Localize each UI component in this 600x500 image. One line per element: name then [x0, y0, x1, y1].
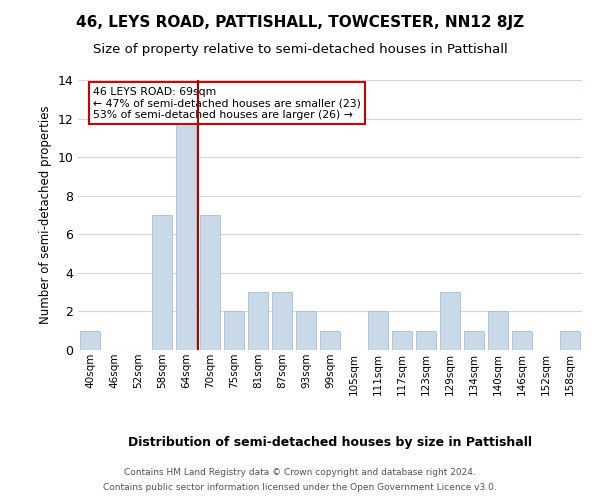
Bar	[320, 330, 340, 350]
Bar	[488, 312, 508, 350]
Text: Distribution of semi-detached houses by size in Pattishall: Distribution of semi-detached houses by …	[128, 436, 532, 449]
Bar	[296, 312, 316, 350]
Text: Contains public sector information licensed under the Open Government Licence v3: Contains public sector information licen…	[103, 483, 497, 492]
Text: 46 LEYS ROAD: 69sqm
← 47% of semi-detached houses are smaller (23)
53% of semi-d: 46 LEYS ROAD: 69sqm ← 47% of semi-detach…	[93, 87, 361, 120]
Bar	[80, 330, 100, 350]
Bar	[272, 292, 292, 350]
Bar	[440, 292, 460, 350]
Bar	[416, 330, 436, 350]
Text: Contains HM Land Registry data © Crown copyright and database right 2024.: Contains HM Land Registry data © Crown c…	[124, 468, 476, 477]
Text: 46, LEYS ROAD, PATTISHALL, TOWCESTER, NN12 8JZ: 46, LEYS ROAD, PATTISHALL, TOWCESTER, NN…	[76, 15, 524, 30]
Y-axis label: Number of semi-detached properties: Number of semi-detached properties	[39, 106, 52, 324]
Bar	[560, 330, 580, 350]
Bar	[224, 312, 244, 350]
Bar	[392, 330, 412, 350]
Bar	[152, 215, 172, 350]
Bar	[176, 118, 196, 350]
Bar	[200, 215, 220, 350]
Bar	[464, 330, 484, 350]
Bar	[248, 292, 268, 350]
Bar	[368, 312, 388, 350]
Text: Size of property relative to semi-detached houses in Pattishall: Size of property relative to semi-detach…	[92, 42, 508, 56]
Bar	[512, 330, 532, 350]
